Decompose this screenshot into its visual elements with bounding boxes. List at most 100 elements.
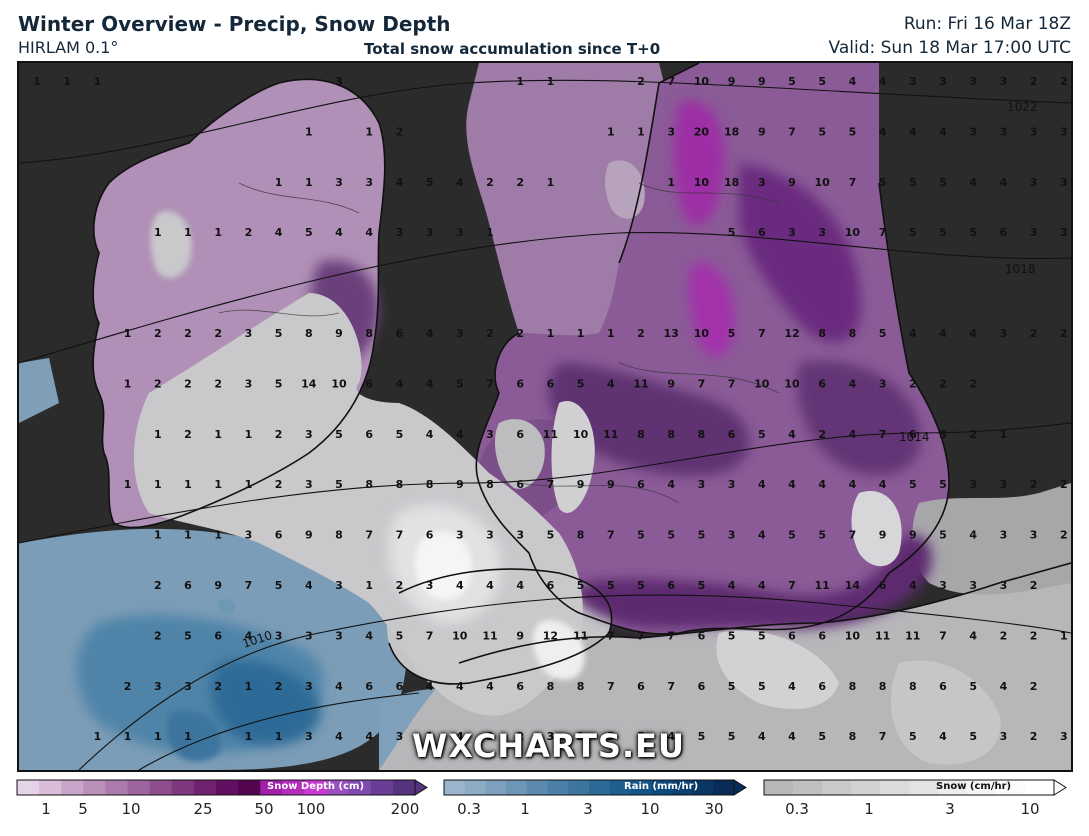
snow-depth-ticks: 1 5 10 25 50 100 200 [17,800,427,822]
snow-depth-value: 4 [516,579,524,592]
snow-depth-value: 1 [547,75,555,88]
snow-depth-value: 2 [214,680,222,693]
snow-depth-value: 6 [396,680,404,693]
snow-depth-value: 4 [335,730,343,743]
snow-depth-value: 5 [607,579,615,592]
snow-depth-value: 8 [577,529,585,542]
snow-depth-value: 2 [909,377,917,390]
snow-depth-value: 4 [849,428,857,441]
snow-depth-value: 5 [849,125,857,138]
snow-depth-value: 3 [245,327,253,340]
snow-depth-value: 2 [486,176,494,189]
snow-depth-value: 9 [214,579,222,592]
snow-depth-value: 1 [63,75,71,88]
snow-depth-value: 1 [275,176,283,189]
legend-tick: 10 [640,800,660,818]
snow-depth-value: 5 [758,680,766,693]
snow-depth-value: 11 [573,629,588,642]
legend-tick: 0.3 [785,800,809,818]
isobar-label: 1022 [1007,100,1038,114]
snow-depth-value: 6 [939,680,947,693]
colorbar-segment [526,780,549,795]
snow-depth-value: 9 [577,478,585,491]
snow-depth-value: 6 [818,629,826,642]
snow-depth-value: 4 [849,75,857,88]
snow-depth-value: 4 [969,529,977,542]
snow-legend: Snow (cm/hr) [763,779,1067,796]
snow-depth-value: 5 [456,377,464,390]
snow-depth-value: 3 [1030,529,1038,542]
snow-depth-value: 5 [969,680,977,693]
snow-depth-value: 4 [667,478,675,491]
snow-depth-value: 3 [1000,327,1008,340]
colorbar-segment [326,780,350,795]
snow-depth-value: 1 [607,125,615,138]
snow-depth-value: 3 [305,680,313,693]
snow-depth-value: 11 [603,428,618,441]
snow-depth-value: 2 [154,629,162,642]
snow-depth-value: 6 [275,529,283,542]
snow-depth-value: 2 [1060,478,1068,491]
snow-depth-value: 4 [969,327,977,340]
snow-depth-value: 4 [426,680,434,693]
legend-tick: 50 [254,800,274,818]
snow-depth-value: 8 [698,428,706,441]
legend-tick: 0.3 [457,800,481,818]
snow-depth-value: 4 [365,629,373,642]
snow-depth-value: 1 [365,579,373,592]
snow-depth-value: 4 [456,730,464,743]
colorbar-segment [568,780,590,795]
snow-depth-value: 1 [184,478,192,491]
snow-depth-value: 9 [728,75,736,88]
snow-depth-value: 3 [1060,176,1068,189]
snow-depth-value: 3 [969,579,977,592]
snow-depth-value: 1 [214,529,222,542]
snow-depth-value: 1 [94,75,102,88]
snow-depth-value: 9 [879,529,887,542]
snow-depth-value: 2 [154,377,162,390]
snow-depth-value: 7 [547,478,555,491]
snow-depth-value: 1 [245,478,253,491]
snow-depth-value: 3 [698,478,706,491]
snow-depth-value: 7 [788,579,796,592]
snow-depth-legend: Snow Depth (cm) [16,779,428,796]
snow-depth-value: 3 [728,478,736,491]
snow-depth-value: 3 [426,579,434,592]
snow-depth-value: 4 [1000,176,1008,189]
snow-depth-value: 4 [1000,680,1008,693]
colorbar-segment [793,780,823,795]
snow-depth-value: 3 [516,529,524,542]
snow-depth-value: 4 [456,579,464,592]
snow-depth-value: 6 [909,428,917,441]
snow-depth-value: 4 [728,579,736,592]
snow-depth-value: 2 [214,327,222,340]
colorbar-segment [39,780,62,795]
colorbar-segment [171,780,195,795]
snow-depth-value: 5 [547,529,555,542]
colorbar-segment [630,780,652,795]
valid-time: Valid: Sun 18 Mar 17:00 UTC [828,38,1071,58]
snow-depth-value: 5 [728,327,736,340]
snow-depth-value: 18 [724,176,739,189]
legend-tick: 25 [193,800,213,818]
colorbar-arrow [1053,779,1067,796]
snow-depth-value: 1 [547,176,555,189]
snow-depth-value: 5 [396,428,404,441]
snow-depth-value: 4 [939,327,947,340]
watermark: WXCHARTS.EU [412,727,685,765]
map-canvas: 1022 1018 1014 1010 1 1 1 3 1 1 2 7 10 9 9 5 5 4 4 3 3 3 3… [19,63,1071,770]
snow-depth-value: 1 [1060,629,1068,642]
snow-depth-value: 7 [365,529,373,542]
snow-depth-value: 2 [637,327,645,340]
snow-depth-value: 12 [784,327,799,340]
snow-depth-value: 1 [184,529,192,542]
snow-depth-value: 6 [516,680,524,693]
snow-depth-value: 7 [879,226,887,239]
snow-depth-value: 5 [788,529,796,542]
colorbar-segment [304,780,328,795]
snow-depth-value: 4 [788,680,796,693]
snow-depth-value: 3 [939,75,947,88]
snow-depth-value: 5 [969,226,977,239]
snow-depth-value: 6 [365,428,373,441]
snow-depth-value: 8 [426,478,434,491]
